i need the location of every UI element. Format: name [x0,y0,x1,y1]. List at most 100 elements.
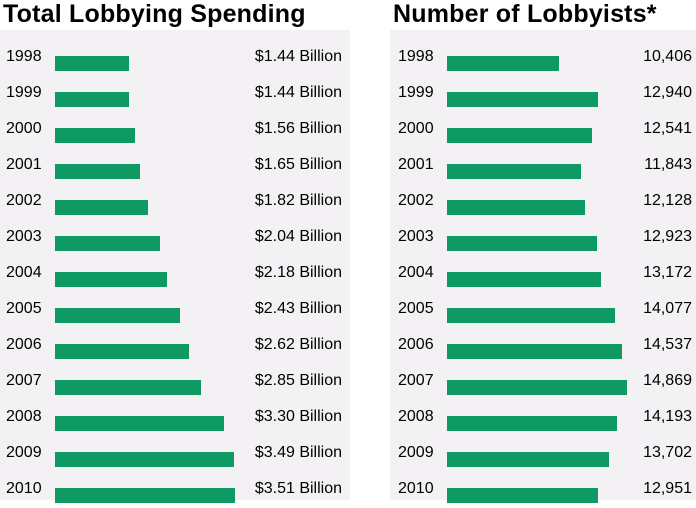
bar [447,452,609,467]
bar-row: 2000 12,541 [390,112,696,148]
value-label: 12,923 [643,228,692,245]
bar [55,236,160,251]
bar-row: 2009 $3.49 Billion [0,436,350,472]
category-label: 2005 [398,300,434,317]
value-label: 12,940 [643,84,692,101]
bar [55,128,135,143]
category-label: 2008 [398,408,434,425]
category-label: 2007 [398,372,434,389]
value-label: $2.85 Billion [254,372,342,389]
category-label: 1999 [398,84,434,101]
bar [55,308,180,323]
lobbying-spending-chart: Total Lobbying Spending 1998 $1.44 Billio… [0,0,350,503]
bar-row: 1998 $1.44 Billion [0,40,350,76]
category-label: 1999 [6,84,42,101]
bar [55,452,234,467]
bar-row: 2004 13,172 [390,256,696,292]
category-label: 2006 [6,336,42,353]
bar-row: 2002 12,128 [390,184,696,220]
value-label: $3.49 Billion [254,444,342,461]
value-label: 14,869 [643,372,692,389]
value-label: 13,172 [643,264,692,281]
bar-row: 2006 $2.62 Billion [0,328,350,364]
value-label: $1.56 Billion [254,120,342,137]
bar-row: 1999 $1.44 Billion [0,76,350,112]
category-label: 2010 [6,480,42,497]
bar [447,92,598,107]
category-label: 2003 [6,228,42,245]
category-label: 2001 [398,156,434,173]
category-label: 2002 [6,192,42,209]
value-label: 12,951 [643,480,692,497]
chart-title: Number of Lobbyists* [393,0,657,28]
bar-row: 2003 $2.04 Billion [0,220,350,256]
value-label: 12,541 [643,120,692,137]
value-label: $2.04 Billion [254,228,342,245]
category-label: 2004 [398,264,434,281]
bar [55,56,129,71]
bar [447,344,622,359]
bar [55,344,189,359]
chart-title: Total Lobbying Spending [3,0,306,28]
value-label: $2.18 Billion [254,264,342,281]
bar-row: 2002 $1.82 Billion [0,184,350,220]
bar [447,164,581,179]
bar [55,164,140,179]
category-label: 2004 [6,264,42,281]
category-label: 2000 [398,120,434,137]
bar-row: 1998 10,406 [390,40,696,76]
bar-row: 2004 $2.18 Billion [0,256,350,292]
value-label: 14,537 [643,336,692,353]
bar [447,308,615,323]
bar-row: 1999 12,940 [390,76,696,112]
value-label: 13,702 [643,444,692,461]
bar-row: 2001 11,843 [390,148,696,184]
category-label: 2009 [6,444,42,461]
category-label: 2010 [398,480,434,497]
value-label: $1.82 Billion [254,192,342,209]
bar [55,92,129,107]
bar [447,272,601,287]
bar-row: 2007 $2.85 Billion [0,364,350,400]
bar-row: 2003 12,923 [390,220,696,256]
bar [447,236,597,251]
bar-row: 2005 14,077 [390,292,696,328]
category-label: 2005 [6,300,42,317]
category-label: 2009 [398,444,434,461]
bar [55,272,167,287]
bar-row: 2005 $2.43 Billion [0,292,350,328]
value-label: $1.65 Billion [254,156,342,173]
category-label: 2000 [6,120,42,137]
bar-row: 2009 13,702 [390,436,696,472]
bar-row: 2010 $3.51 Billion [0,472,350,508]
value-label: 14,077 [643,300,692,317]
bar [447,488,598,503]
category-label: 2007 [6,372,42,389]
category-label: 2006 [398,336,434,353]
bar-row: 2007 14,869 [390,364,696,400]
chart-body: 1998 $1.44 Billion 1999 $1.44 Billion 2000 $1… [0,30,350,503]
bar [55,488,235,503]
category-label: 2003 [398,228,434,245]
bar-row: 2000 $1.56 Billion [0,112,350,148]
value-label: $3.30 Billion [254,408,342,425]
bar-row: 2001 $1.65 Billion [0,148,350,184]
bar-row: 2008 14,193 [390,400,696,436]
bar [55,200,148,215]
value-label: 10,406 [643,48,692,65]
lobbyist-count-chart: Number of Lobbyists* 1998 10,406 1999 12,94… [390,0,696,503]
bar-row: 2008 $3.30 Billion [0,400,350,436]
value-label: $2.43 Billion [254,300,342,317]
bar [447,380,627,395]
value-label: 14,193 [643,408,692,425]
category-label: 2001 [6,156,42,173]
value-label: $3.51 Billion [254,480,342,497]
bar-row: 2010 12,951 [390,472,696,508]
value-label: 11,843 [644,156,692,173]
bar [55,380,201,395]
category-label: 1998 [398,48,434,65]
bar-row: 2006 14,537 [390,328,696,364]
value-label: $1.44 Billion [254,48,342,65]
bar [447,128,592,143]
bar [447,416,617,431]
